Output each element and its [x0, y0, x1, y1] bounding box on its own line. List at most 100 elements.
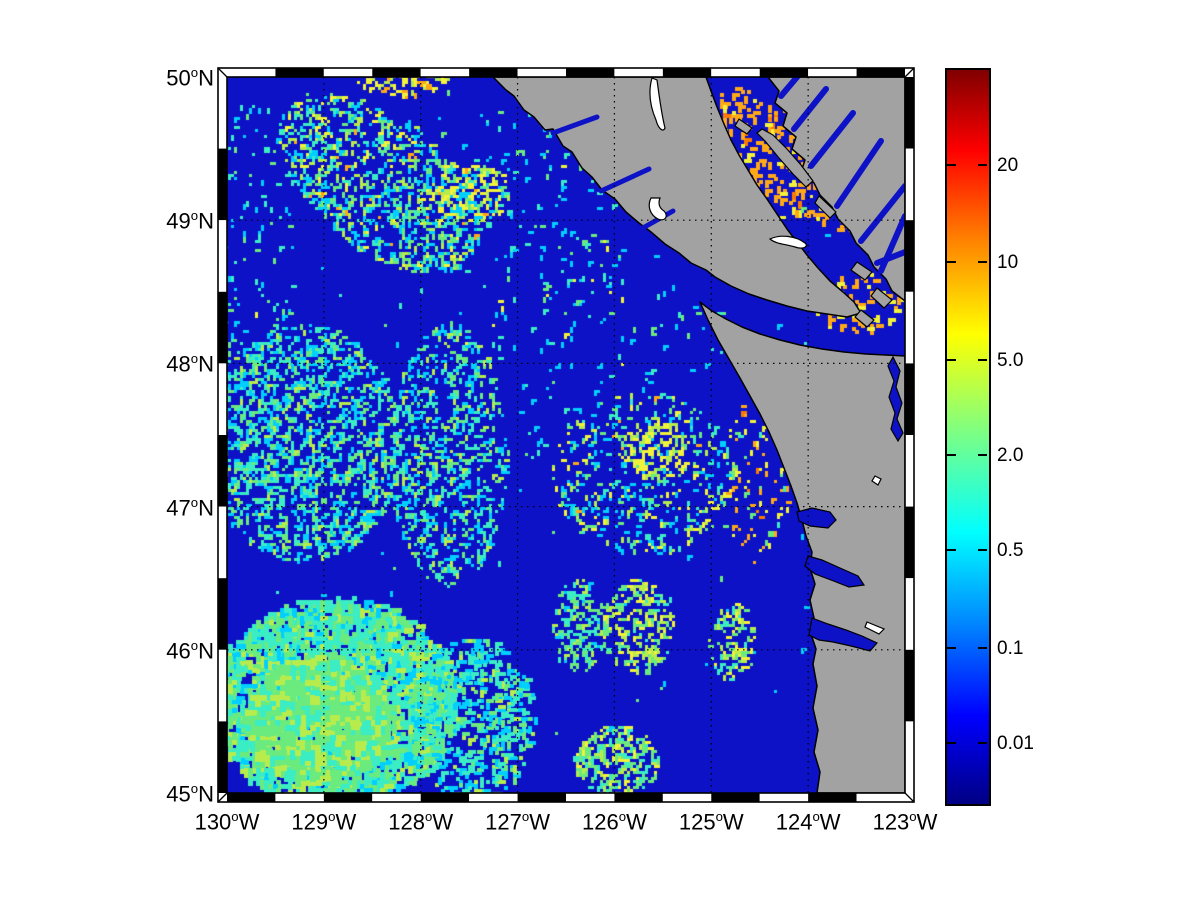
colorbar-tick: [947, 742, 956, 745]
fjord-inlet: [638, 208, 676, 232]
frame-corner-miter: [904, 67, 915, 78]
colorbar-tick: [947, 549, 956, 552]
frame-segment-top: [759, 68, 809, 77]
frame-segment-top: [614, 68, 663, 77]
frame-segment-bottom: [275, 793, 324, 802]
fjord-inlet: [834, 138, 884, 209]
colorbar-label-2.0: 2.0: [997, 444, 1024, 466]
frame-corner-miter: [217, 792, 228, 803]
colorbar: [945, 68, 991, 806]
frame-segment-bottom: [227, 793, 276, 802]
vancouver-island-landmass: [492, 77, 862, 318]
frame-segment-top: [469, 68, 518, 77]
colorbar-label-5.0: 5.0: [997, 350, 1024, 372]
colorbar-label-0.5: 0.5: [997, 540, 1024, 562]
frame-segment-bottom: [566, 793, 615, 802]
frame-segment-left: [218, 148, 227, 221]
lon-label-129W: 129oW: [291, 809, 357, 835]
colorbar-label-0.1: 0.1: [997, 637, 1024, 659]
frame-segment-top: [808, 68, 857, 77]
lake: [871, 475, 882, 486]
colorbar-tick: [947, 453, 956, 456]
frame-segment-right: [905, 291, 914, 364]
land-group: [492, 77, 905, 793]
fjord-inlet: [878, 213, 905, 274]
fjord-inlet: [808, 110, 856, 169]
lake: [649, 77, 666, 131]
strait-island: [850, 261, 873, 281]
fjord-inlet: [778, 77, 802, 99]
strait-island: [814, 195, 837, 219]
frame-segment-left: [218, 649, 227, 722]
frame-segment-top: [372, 68, 421, 77]
colorbar-tick: [978, 742, 987, 745]
frame-segment-bottom: [469, 793, 518, 802]
colorbar-tick: [947, 646, 956, 649]
frame-segment-bottom: [711, 793, 760, 802]
colorbar-tick: [978, 163, 987, 166]
frame-outer-border: [217, 67, 915, 803]
frame-segment-left: [218, 77, 227, 149]
lat-label-50N: 50oN: [166, 65, 214, 91]
coastal-inlet: [796, 507, 837, 529]
lat-label-47N: 47oN: [166, 494, 214, 520]
lon-label-123W: 123oW: [872, 809, 938, 835]
graticule-group: [227, 77, 905, 793]
coastal-inlet: [808, 617, 878, 652]
frame-segment-bottom: [323, 793, 373, 802]
frame-segment-bottom: [614, 793, 663, 802]
map-frame: [217, 67, 915, 803]
colorbar-tick: [947, 359, 956, 362]
colorbar-label-20: 20: [997, 154, 1019, 176]
frame-segment-bottom: [372, 793, 421, 802]
frame-segment-bottom: [420, 793, 470, 802]
coastal-inlet: [804, 555, 866, 588]
frame-segment-bottom: [662, 793, 712, 802]
frame-segment-left: [218, 363, 227, 435]
lon-label-127W: 127oW: [485, 809, 550, 835]
frame-corner-miter: [217, 67, 228, 78]
fjord-inlet: [858, 183, 905, 244]
frame-segment-right: [905, 578, 914, 650]
colorbar-tick: [947, 260, 956, 263]
lon-label-128W: 128oW: [388, 809, 454, 835]
bc-mainland-landmass: [767, 77, 905, 302]
frame-segment-top: [711, 68, 760, 77]
lat-label-48N: 48oN: [166, 351, 214, 377]
lon-label-125W: 125oW: [678, 809, 744, 835]
washington-oregon-landmass: [699, 301, 905, 793]
lake: [864, 621, 886, 635]
frame-segment-bottom: [759, 793, 809, 802]
frame-segment-right: [905, 435, 914, 507]
frame-segment-top: [275, 68, 324, 77]
fjord-inlet: [874, 249, 905, 266]
strait-island: [734, 118, 753, 135]
colorbar-tick: [978, 549, 987, 552]
frame-inner-border: [226, 76, 906, 794]
lon-label-126W: 126oW: [582, 809, 647, 835]
coastal-inlet: [887, 355, 904, 443]
colorbar-label-10: 10: [997, 251, 1019, 273]
frame-segment-top: [856, 68, 905, 77]
frame-segment-right: [905, 148, 914, 221]
frame-corner-miter: [904, 792, 915, 803]
lat-label-46N: 46oN: [166, 637, 214, 664]
lat-label-45N: 45oN: [166, 781, 214, 807]
colorbar-tick: [978, 646, 987, 649]
frame-segment-right: [905, 77, 914, 149]
fjord-inlet: [791, 86, 829, 132]
frame-segment-bottom: [856, 793, 905, 802]
frame-segment-top: [420, 68, 470, 77]
lon-label-124W: 124oW: [775, 809, 841, 835]
frame-segment-right: [905, 220, 914, 292]
colorbar-tick: [978, 453, 987, 456]
colorbar-label-0.01: 0.01: [997, 733, 1034, 755]
colorbar-tick: [978, 260, 987, 263]
lon-label-130W: 130oW: [194, 809, 260, 835]
frame-segment-top: [323, 68, 373, 77]
frame-segment-bottom: [517, 793, 566, 802]
frame-segment-right: [905, 649, 914, 722]
frame-segment-left: [218, 220, 227, 292]
